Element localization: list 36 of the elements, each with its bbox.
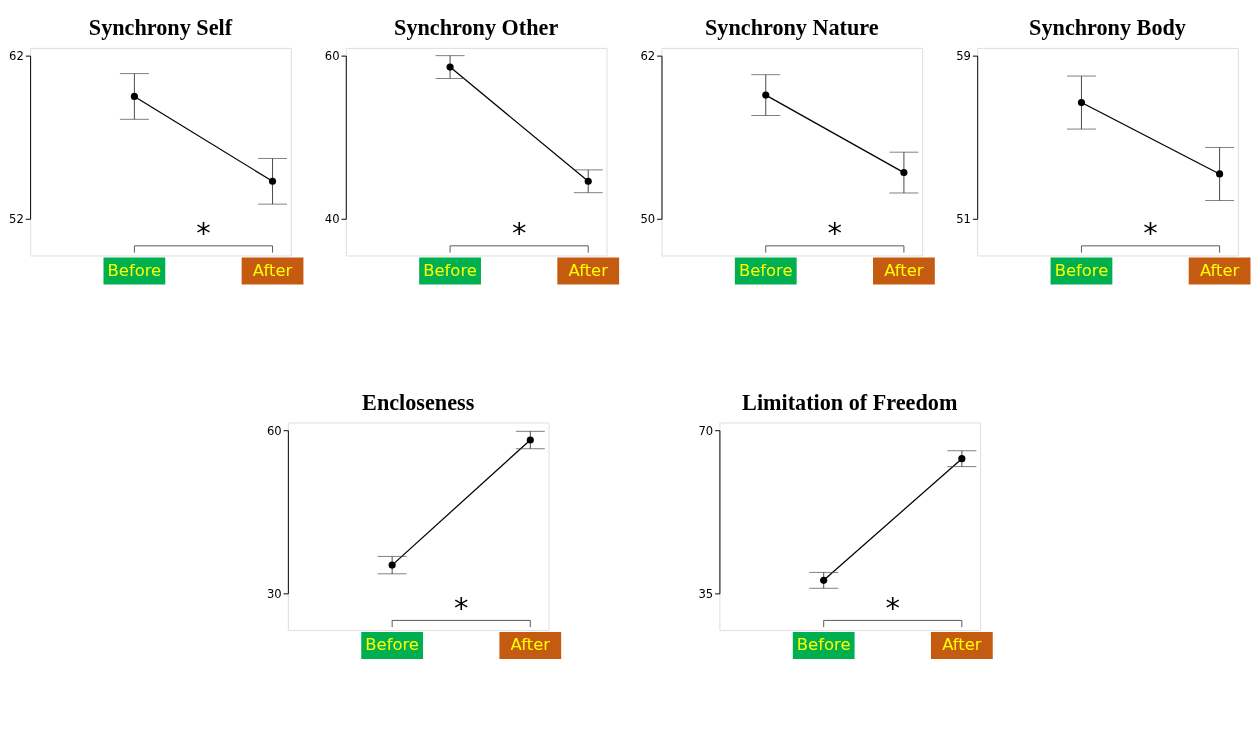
x-tick-label: After (942, 635, 982, 655)
annotation: * (453, 590, 469, 625)
x-tick-label: Before (1054, 260, 1109, 280)
x-tick-label: After (252, 260, 293, 280)
x-tick-label: After (1199, 260, 1240, 280)
chart-title: Synchrony Nature (705, 15, 879, 41)
annotation: * (511, 215, 527, 250)
y-tick-label: 59 (956, 49, 971, 63)
x-tick-label: After (884, 260, 924, 280)
x-tick-label: After (568, 260, 609, 280)
x-tick-label: After (510, 635, 551, 655)
annotation: * (885, 590, 901, 625)
y-tick-label: 70 (698, 423, 714, 438)
y-tick-label: 35 (698, 586, 714, 601)
y-tick-label: 62 (9, 49, 24, 63)
chart-title: Encloseness (362, 389, 475, 415)
x-tick-label: Before (796, 635, 851, 655)
x-tick-label: Before (423, 260, 477, 280)
annotation: * (1143, 215, 1158, 250)
chart-title: Synchrony Other (394, 15, 559, 41)
y-tick-label: 62 (640, 49, 656, 63)
y-tick-label: 50 (640, 212, 656, 227)
annotation: * (196, 215, 211, 250)
x-tick-label: Before (738, 260, 793, 280)
x-tick-label: Before (365, 635, 419, 655)
chart-title: Synchrony Self (88, 15, 233, 41)
annotation: * (827, 215, 843, 250)
y-tick-label: 60 (324, 49, 340, 63)
chart-title: Synchrony Body (1029, 15, 1186, 41)
y-tick-label: 51 (956, 212, 971, 227)
x-tick-label: Before (107, 260, 162, 280)
y-tick-label: 40 (324, 212, 340, 227)
y-tick-label: 30 (266, 586, 282, 601)
y-tick-label: 52 (9, 212, 24, 227)
chart-title: Limitation of Freedom (742, 389, 958, 415)
y-tick-label: 60 (266, 423, 282, 438)
